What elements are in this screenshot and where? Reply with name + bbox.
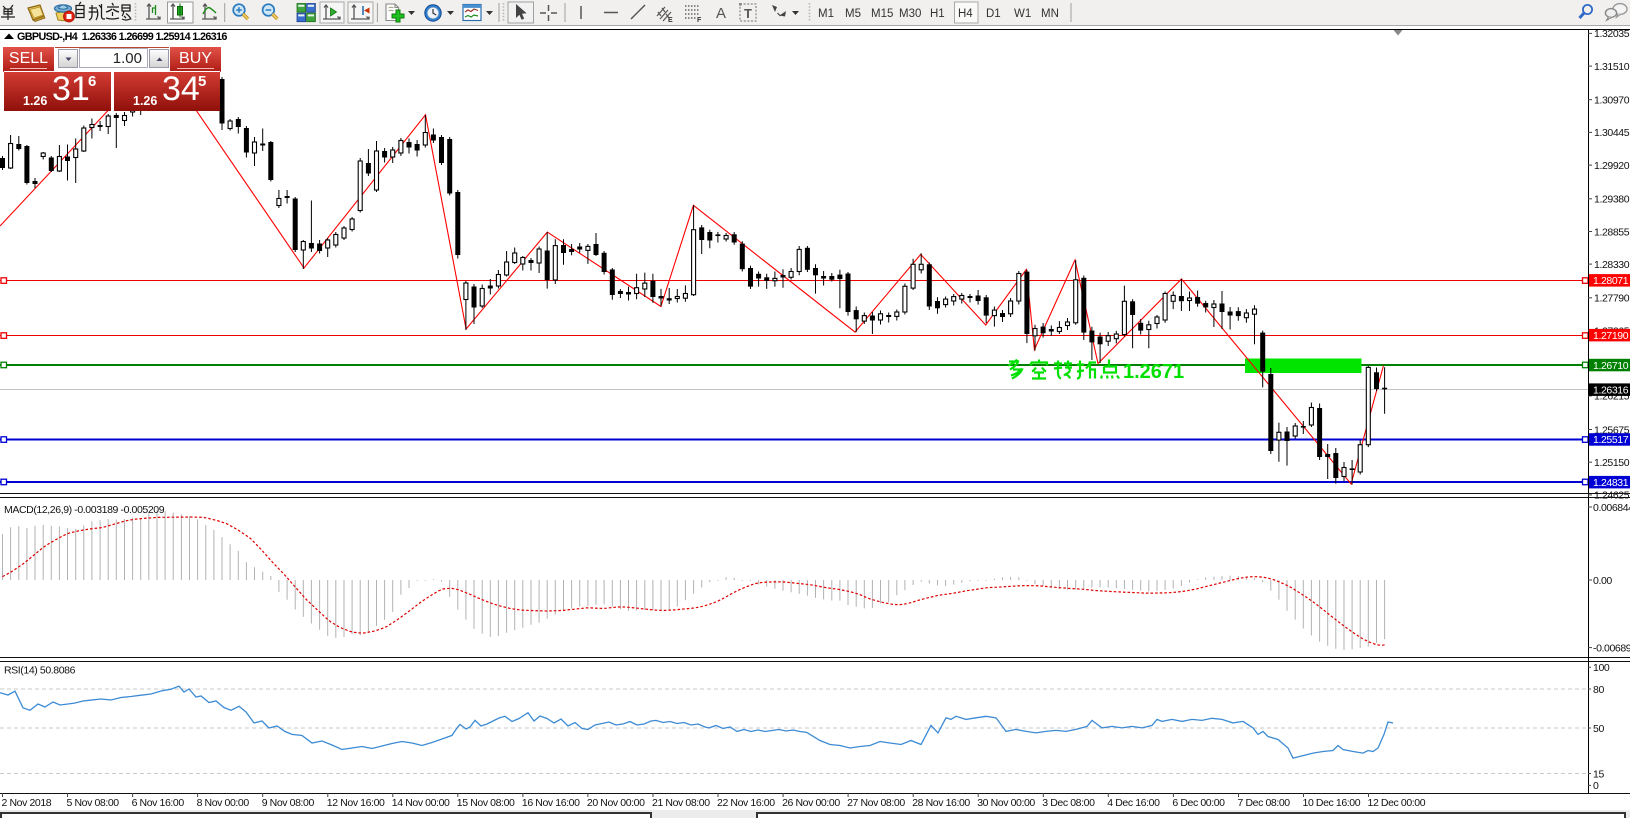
svg-text:9 Nov 08:00: 9 Nov 08:00 bbox=[262, 797, 315, 809]
svg-text:1.28330: 1.28330 bbox=[1594, 259, 1630, 271]
svg-text:1.30445: 1.30445 bbox=[1594, 127, 1630, 139]
svg-text:12 Nov 16:00: 12 Nov 16:00 bbox=[327, 797, 385, 809]
svg-text:1.2671: 1.2671 bbox=[1123, 361, 1184, 383]
svg-text:GBPUSD-,H4 1.26336 1.26699 1.: GBPUSD-,H4 1.26336 1.26699 1.25914 1.263… bbox=[17, 31, 227, 43]
svg-text:2 Nov 2018: 2 Nov 2018 bbox=[2, 797, 52, 809]
svg-text:MN: MN bbox=[1041, 8, 1059, 20]
svg-text:1.27190: 1.27190 bbox=[1593, 330, 1629, 342]
svg-text:28 Nov 16:00: 28 Nov 16:00 bbox=[912, 797, 970, 809]
svg-text:1.29920: 1.29920 bbox=[1594, 160, 1630, 172]
svg-text:6 Dec 00:00: 6 Dec 00:00 bbox=[1172, 797, 1225, 809]
svg-text:30 Nov 00:00: 30 Nov 00:00 bbox=[977, 797, 1035, 809]
svg-text:21 Nov 08:00: 21 Nov 08:00 bbox=[652, 797, 710, 809]
svg-text:M5: M5 bbox=[845, 8, 861, 20]
svg-text:80: 80 bbox=[1593, 684, 1604, 696]
svg-text:1.30970: 1.30970 bbox=[1594, 95, 1630, 107]
svg-text:1.26316: 1.26316 bbox=[1593, 384, 1629, 396]
svg-text:1.31510: 1.31510 bbox=[1594, 61, 1630, 73]
svg-text:20 Nov 00:00: 20 Nov 00:00 bbox=[587, 797, 645, 809]
svg-text:12 Dec 00:00: 12 Dec 00:00 bbox=[1368, 797, 1426, 809]
svg-text:10 Dec 16:00: 10 Dec 16:00 bbox=[1303, 797, 1361, 809]
svg-text:D1: D1 bbox=[986, 8, 1001, 20]
svg-text:M30: M30 bbox=[899, 8, 921, 20]
svg-text:6 Nov 16:00: 6 Nov 16:00 bbox=[132, 797, 185, 809]
svg-text:1.28071: 1.28071 bbox=[1593, 275, 1629, 287]
svg-text:1.28855: 1.28855 bbox=[1594, 226, 1630, 238]
svg-text:15 Nov 08:00: 15 Nov 08:00 bbox=[457, 797, 515, 809]
svg-text:4 Dec 16:00: 4 Dec 16:00 bbox=[1107, 797, 1160, 809]
svg-text:1.25150: 1.25150 bbox=[1594, 457, 1630, 469]
svg-text:M1: M1 bbox=[818, 8, 834, 20]
svg-text:-0.006894: -0.006894 bbox=[1593, 642, 1630, 654]
svg-text:22 Nov 16:00: 22 Nov 16:00 bbox=[717, 797, 775, 809]
svg-text:16 Nov 16:00: 16 Nov 16:00 bbox=[522, 797, 580, 809]
svg-text:0.00: 0.00 bbox=[1593, 575, 1612, 587]
svg-text:26 Nov 00:00: 26 Nov 00:00 bbox=[782, 797, 840, 809]
svg-text:M15: M15 bbox=[871, 8, 893, 20]
svg-text:15: 15 bbox=[1593, 768, 1604, 780]
svg-text:F: F bbox=[697, 17, 702, 24]
svg-text:0: 0 bbox=[1593, 780, 1599, 792]
svg-text:3 Dec 08:00: 3 Dec 08:00 bbox=[1042, 797, 1095, 809]
svg-text:1.29380: 1.29380 bbox=[1594, 194, 1630, 206]
svg-text:50: 50 bbox=[1593, 723, 1604, 735]
svg-text:1.32035: 1.32035 bbox=[1594, 28, 1630, 40]
svg-text:H4: H4 bbox=[958, 8, 973, 20]
svg-text:1.27790: 1.27790 bbox=[1594, 293, 1630, 305]
svg-text:1.26710: 1.26710 bbox=[1593, 360, 1629, 372]
svg-text:W1: W1 bbox=[1014, 8, 1031, 20]
svg-text:8 Nov 00:00: 8 Nov 00:00 bbox=[197, 797, 250, 809]
svg-text:5 Nov 08:00: 5 Nov 08:00 bbox=[67, 797, 120, 809]
svg-text:H1: H1 bbox=[930, 8, 945, 20]
svg-text:1.24831: 1.24831 bbox=[1593, 477, 1629, 489]
svg-text:0.006844: 0.006844 bbox=[1593, 502, 1630, 514]
svg-text:T: T bbox=[744, 6, 752, 21]
svg-text:7 Dec 08:00: 7 Dec 08:00 bbox=[1238, 797, 1291, 809]
svg-text:RSI(14) 50.8086: RSI(14) 50.8086 bbox=[4, 665, 76, 677]
svg-text:100: 100 bbox=[1593, 662, 1610, 674]
svg-text:1.25517: 1.25517 bbox=[1593, 434, 1629, 446]
svg-text:27 Nov 08:00: 27 Nov 08:00 bbox=[847, 797, 905, 809]
svg-text:E: E bbox=[668, 17, 673, 24]
svg-text:14 Nov 00:00: 14 Nov 00:00 bbox=[392, 797, 450, 809]
svg-text:A: A bbox=[716, 5, 726, 22]
svg-text:1.24625: 1.24625 bbox=[1594, 490, 1630, 502]
svg-text:MACD(12,26,9) -0.003189 -0.005: MACD(12,26,9) -0.003189 -0.005209 bbox=[4, 504, 165, 516]
